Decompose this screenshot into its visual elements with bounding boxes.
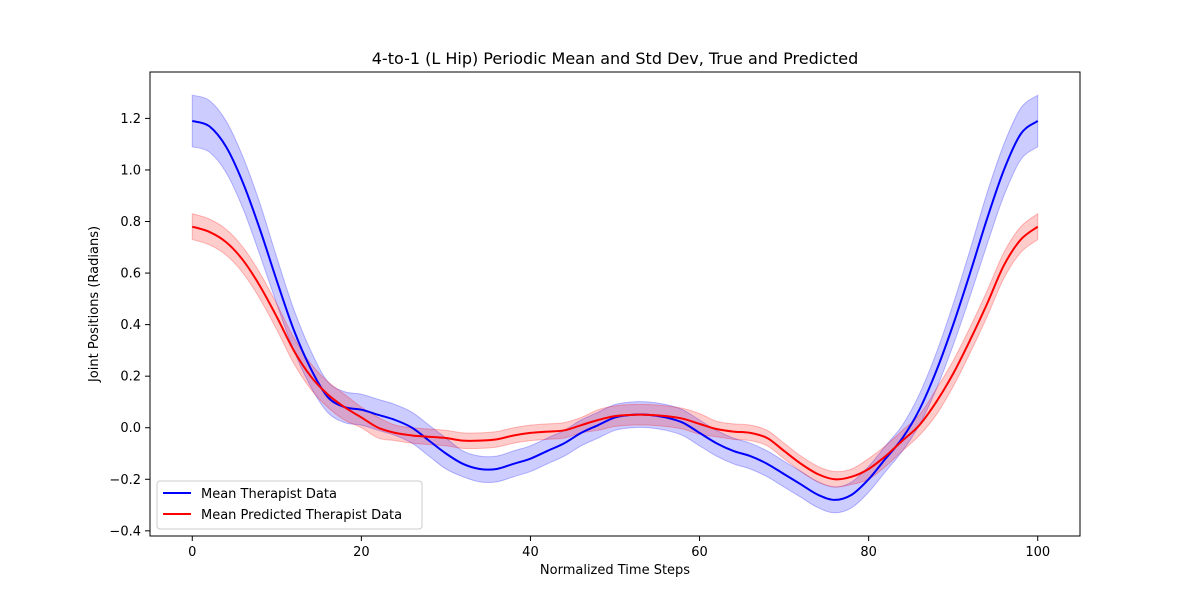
x-tick-label: 0 [188,545,196,560]
y-tick-label: 0.0 [120,421,141,436]
x-tick-label: 20 [353,545,370,560]
series-line-1 [191,225,1039,481]
x-tick-label: 60 [691,545,708,560]
series-lines [191,120,1039,501]
legend: Mean Therapist Data Mean Predicted Thera… [156,480,423,530]
plot-area [149,71,1081,537]
y-axis: −0.4 −0.2 0.0 0.2 0.4 0.6 0.8 1.0 1.2 [109,112,150,539]
y-tick-label: 0.2 [120,370,141,385]
y-tick-label: −0.4 [109,524,141,539]
std-dev-bands [191,94,1039,514]
y-tick-label: 0.6 [120,267,141,282]
chart-title: 4-to-1 (L Hip) Periodic Mean and Std Dev… [372,49,858,68]
legend-label-mean-predicted: Mean Predicted Therapist Data [201,508,402,523]
x-axis: 0 20 40 60 80 100 [188,536,1050,560]
std-band-0 [191,94,1039,514]
y-tick-label: 1.2 [120,112,141,127]
x-tick-label: 100 [1025,545,1050,560]
y-tick-label: −0.2 [109,473,141,488]
x-tick-label: 80 [860,545,877,560]
legend-box [156,480,423,530]
y-axis-label: Joint Positions (Radians) [87,226,102,383]
y-tick-label: 0.8 [120,215,141,230]
x-tick-label: 40 [522,545,539,560]
plot-frame [149,71,1081,537]
y-tick-label: 1.0 [120,163,141,178]
legend-label-mean-therapist: Mean Therapist Data [201,487,337,502]
y-tick-label: 0.4 [120,318,141,333]
x-axis-label: Normalized Time Steps [540,563,690,578]
std-band-1 [191,212,1039,488]
